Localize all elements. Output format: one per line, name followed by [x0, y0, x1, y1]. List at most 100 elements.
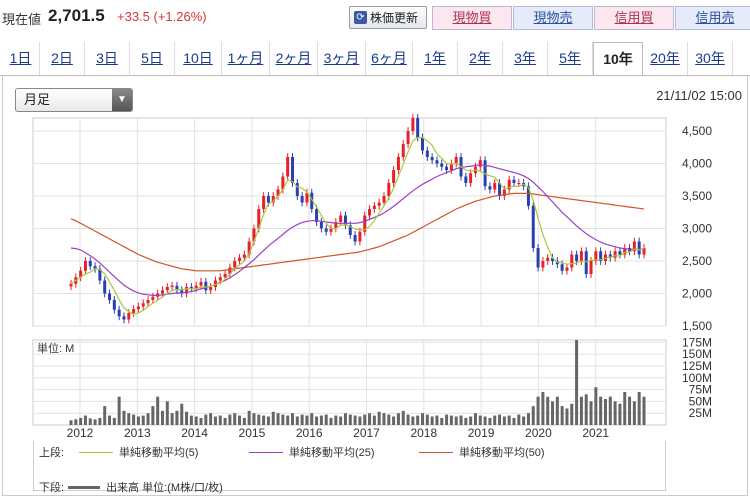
volume-bar [642, 396, 646, 425]
candle-body [416, 118, 420, 138]
volume-bar [334, 415, 338, 425]
y-tick-label: 4,000 [682, 157, 712, 171]
trade-button-0[interactable]: 現物買 [432, 6, 512, 30]
refresh-price-button[interactable]: ⟳ 株価更新 [349, 6, 427, 29]
volume-bar [425, 414, 429, 425]
volume-bar [618, 403, 622, 425]
tab-period-1[interactable]: 2日 [40, 42, 85, 75]
refresh-icon: ⟳ [354, 11, 367, 24]
tab-period-6[interactable]: 2ヶ月 [270, 42, 318, 75]
volume-bar [324, 414, 328, 425]
volume-bar [387, 414, 391, 425]
candle-body [315, 209, 319, 222]
tab-period-3[interactable]: 5日 [130, 42, 175, 75]
volume-bar [522, 416, 526, 425]
candle-body [613, 251, 617, 258]
trade-button-1[interactable]: 現物売 [513, 6, 593, 30]
candle-body [372, 205, 376, 209]
candle-body [146, 300, 150, 304]
volume-bar [136, 416, 140, 425]
candle-body [329, 228, 333, 232]
volume-tick-label: 175M [682, 335, 712, 349]
volume-bar [416, 415, 420, 425]
candle-body [599, 251, 603, 261]
tab-period-8[interactable]: 6ヶ月 [366, 42, 413, 75]
volume-bar [156, 396, 160, 425]
legend-upper-label: 上段: [39, 447, 65, 459]
current-price-label: 現在値 [2, 12, 42, 27]
candle-body [247, 241, 251, 255]
tab-period-0[interactable]: 1日 [2, 42, 40, 75]
moving-average-ma50-line [70, 192, 645, 272]
trade-button-3[interactable]: 信用売 [675, 6, 750, 30]
candle-body [112, 300, 116, 310]
volume-bar [608, 396, 612, 425]
volume-bar [498, 414, 502, 425]
candle-body [151, 296, 155, 300]
tab-period-12[interactable]: 5年 [548, 42, 593, 75]
volume-bar [117, 396, 121, 425]
volume-bar [132, 414, 136, 425]
volume-bar [194, 416, 198, 425]
candle-body [122, 316, 126, 320]
x-tick-label: 2016 [296, 426, 323, 440]
volume-bar [377, 411, 381, 425]
volume-bar [526, 413, 530, 425]
tab-period-10[interactable]: 2年 [458, 42, 503, 75]
volume-bar [189, 415, 193, 425]
volume-bar [613, 401, 617, 425]
tab-period-15[interactable]: 30年 [688, 42, 733, 75]
tab-period-14[interactable]: 20年 [643, 42, 688, 75]
candle-body [608, 254, 612, 258]
candle-body [339, 215, 343, 222]
volume-bar [218, 415, 222, 425]
candle-body [165, 287, 169, 291]
candle-body [213, 280, 217, 287]
volume-bar [411, 416, 415, 425]
tab-period-2[interactable]: 3日 [85, 42, 130, 75]
tab-period-7[interactable]: 3ヶ月 [318, 42, 366, 75]
candle-body [464, 176, 468, 183]
candle-body [348, 225, 352, 235]
candle-body [526, 186, 530, 206]
candle-body [233, 261, 237, 268]
volume-bar [112, 417, 116, 425]
tab-period-5[interactable]: 1ヶ月 [222, 42, 270, 75]
y-tick-label: 2,000 [682, 287, 712, 301]
volume-tick-label: 25M [689, 406, 712, 420]
volume-bar [575, 340, 579, 425]
candle-body [343, 215, 347, 226]
period-select[interactable]: 月足 ▼ [15, 88, 133, 112]
candle-body [141, 303, 145, 307]
candle-body [560, 264, 564, 271]
volume-bar [358, 416, 362, 425]
volume-bar [493, 415, 497, 425]
legend-item-label: 単純移動平均(50) [459, 447, 545, 459]
candle-body [358, 231, 362, 242]
trade-button-2[interactable]: 信用買 [594, 6, 674, 30]
tab-period-11[interactable]: 3年 [503, 42, 548, 75]
y-tick-label: 4,500 [682, 124, 712, 138]
candle-body [295, 183, 299, 196]
period-select-value: 月足 [24, 92, 51, 107]
candle-body [502, 189, 506, 196]
tab-period-13[interactable]: 10年 [593, 42, 643, 75]
volume-bar [594, 387, 598, 425]
legend-lower: 下段: 出来高 単位:(M株/口/枚) [39, 479, 223, 495]
volume-bar [560, 406, 564, 425]
volume-bar [108, 415, 112, 425]
candle-body [257, 209, 261, 229]
candle-body [637, 241, 641, 255]
volume-bar [300, 414, 304, 425]
candle-body [242, 254, 246, 258]
volume-bar [584, 394, 588, 425]
volume-bar [469, 416, 473, 425]
moving-average-ma5-line [70, 136, 645, 315]
candle-body [281, 176, 285, 190]
tab-period-9[interactable]: 1年 [413, 42, 458, 75]
volume-bar [175, 410, 179, 425]
volume-bar [290, 413, 294, 425]
tab-period-4[interactable]: 10日 [175, 42, 222, 75]
candle-body [319, 222, 323, 229]
volume-bar [536, 396, 540, 425]
